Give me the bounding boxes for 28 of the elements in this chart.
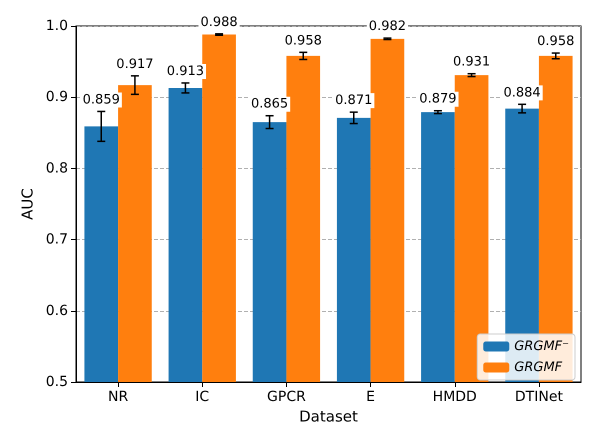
data-label: 0.988 <box>200 14 238 30</box>
data-label: 0.879 <box>419 92 457 107</box>
data-label: 0.859 <box>82 92 120 108</box>
data-label: 0.871 <box>335 93 372 108</box>
data-label: 0.958 <box>537 34 574 50</box>
x-tick-label: GPCR <box>267 389 306 405</box>
data-label: 0.884 <box>503 85 541 100</box>
y-tick-label: 0.6 <box>46 302 68 319</box>
y-tick-label: 0.7 <box>46 232 68 248</box>
x-tick-label: NR <box>108 389 128 405</box>
x-tick-label: E <box>366 389 376 405</box>
data-label: 0.982 <box>368 19 406 34</box>
y-tick-label: 0.5 <box>46 374 68 390</box>
data-label: 0.865 <box>250 96 288 112</box>
x-tick-label: HMDD <box>432 389 477 405</box>
legend-label: GRGMF⁻ <box>514 339 570 354</box>
y-axis-title: AUC <box>18 188 36 220</box>
y-tick-label: 1.0 <box>46 18 68 34</box>
y-tick-label: 0.8 <box>46 160 68 176</box>
data-label: 0.913 <box>166 64 204 79</box>
data-label: 0.917 <box>116 56 154 72</box>
legend-label: GRGMF <box>514 360 563 375</box>
y-tick-label: 0.9 <box>46 89 68 106</box>
data-label: 0.958 <box>284 33 322 48</box>
x-axis-title: Dataset <box>299 407 358 426</box>
x-tick-label: DTINet <box>514 389 564 405</box>
data-label: 0.931 <box>452 54 490 70</box>
x-tick-label: IC <box>195 389 210 405</box>
